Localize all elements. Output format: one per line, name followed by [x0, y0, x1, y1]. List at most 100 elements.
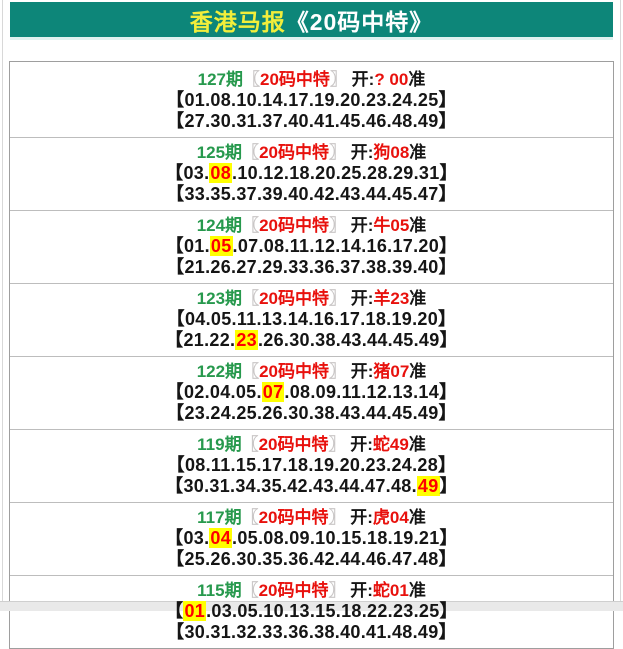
- result-value: 虎04: [372, 508, 409, 527]
- numbers-row: 【33.35.37.39.40.42.43.44.45.47】: [166, 184, 457, 204]
- accuracy-suffix: 准: [408, 581, 426, 600]
- result-value: ? 00: [374, 70, 409, 89]
- sections-container: 127期〖20码中特〗 开:? 00准 【01.08.10.14.17.19.20…: [10, 62, 613, 648]
- prediction-section: 122期〖20码中特〗 开:猪07准 【02.04.05.07.08.09.11.…: [10, 357, 613, 430]
- open-prefix: 开:: [346, 70, 375, 89]
- open-prefix: 开:: [345, 216, 374, 235]
- open-prefix: 开:: [345, 581, 373, 600]
- accuracy-suffix: 准: [409, 143, 427, 162]
- tag-label: 20码中特: [258, 435, 329, 454]
- open-prefix: 开:: [345, 289, 374, 308]
- highlighted-number: 08: [209, 163, 233, 183]
- tag-close-bracket: 〗: [328, 289, 346, 308]
- prediction-section: 119期〖20码中特〗 开:蛇49准 【08.11.15.17.18.19.20.…: [10, 430, 613, 503]
- section-heading: 123期〖20码中特〗 开:羊23准: [10, 288, 613, 309]
- section-heading: 127期〖20码中特〗 开:? 00准: [10, 69, 613, 90]
- accuracy-suffix: 准: [409, 216, 427, 235]
- tag-open-bracket: 〖: [242, 362, 260, 381]
- tag-label: 20码中特: [259, 289, 329, 308]
- accuracy-suffix: 准: [409, 362, 427, 381]
- result-value: 蛇49: [372, 435, 409, 454]
- highlighted-number: 49: [416, 476, 440, 496]
- period-label: 115期: [197, 581, 242, 600]
- section-heading: 124期〖20码中特〗 开:牛05准: [10, 215, 613, 236]
- open-prefix: 开:: [345, 508, 373, 527]
- numbers-row: 【03.04.05.08.09.10.15.18.19.21】: [165, 528, 458, 548]
- tag-label: 20码中特: [260, 70, 330, 89]
- highlighted-number: 01: [183, 601, 207, 621]
- accuracy-suffix: 准: [409, 289, 427, 308]
- section-heading: 115期〖20码中特〗 开:蛇01准: [10, 580, 613, 601]
- tag-label: 20码中特: [258, 581, 329, 600]
- numbers-row: 【30.31.34.35.42.43.44.47.48.49】: [165, 476, 458, 496]
- result-value: 狗08: [373, 143, 410, 162]
- tag-open-bracket: 〖: [241, 581, 259, 600]
- tag-label: 20码中特: [259, 216, 329, 235]
- numbers-row: 【21.22.23.26.30.38.43.44.45.49】: [165, 330, 458, 350]
- tag-close-bracket: 〗: [328, 362, 346, 381]
- accuracy-suffix: 准: [408, 70, 426, 89]
- section-heading: 117期〖20码中特〗 开:虎04准: [10, 507, 613, 528]
- period-label: 127期: [197, 70, 244, 89]
- section-heading: 119期〖20码中特〗 开:蛇49准: [10, 434, 613, 455]
- page-header: 香港马报 《20码中特》: [10, 2, 613, 40]
- numbers-row: 【01.08.10.14.17.19.20.23.24.25】: [166, 90, 457, 110]
- numbers-row: 【21.26.27.29.33.36.37.38.39.40】: [166, 257, 457, 277]
- page-bottom-strip: [0, 601, 623, 611]
- period-label: 117期: [197, 508, 242, 527]
- prediction-section: 117期〖20码中特〗 开:虎04准 【03.04.05.08.09.10.15.…: [10, 503, 613, 576]
- numbers-row: 【27.30.31.37.40.41.45.46.48.49】: [166, 111, 457, 131]
- numbers-row: 【23.24.25.26.30.38.43.44.45.49】: [166, 403, 457, 423]
- tag-open-bracket: 〖: [241, 435, 259, 454]
- highlighted-number: 07: [261, 382, 285, 402]
- open-prefix: 开:: [345, 435, 373, 454]
- highlighted-number: 04: [209, 528, 233, 548]
- open-prefix: 开:: [345, 362, 374, 381]
- result-value: 羊23: [373, 289, 410, 308]
- numbers-row: 【02.04.05.07.08.09.11.12.13.14】: [165, 382, 458, 402]
- prediction-section: 115期〖20码中特〗 开:蛇01准 【01.03.05.10.13.15.18.…: [10, 576, 613, 648]
- page-title-topic: 《20码中特》: [285, 8, 434, 35]
- prediction-section: 127期〖20码中特〗 开:? 00准 【01.08.10.14.17.19.20…: [10, 62, 613, 138]
- result-value: 猪07: [373, 362, 410, 381]
- tag-open-bracket: 〖: [243, 70, 261, 89]
- highlighted-number: 05: [209, 236, 233, 256]
- predictions-box: 127期〖20码中特〗 开:? 00准 【01.08.10.14.17.19.20…: [9, 61, 614, 649]
- accuracy-suffix: 准: [408, 508, 426, 527]
- tag-label: 20码中特: [258, 508, 329, 527]
- period-label: 119期: [197, 435, 242, 454]
- section-heading: 122期〖20码中特〗 开:猪07准: [10, 361, 613, 382]
- period-label: 123期: [196, 289, 243, 308]
- tag-close-bracket: 〗: [328, 581, 346, 600]
- numbers-row: 【01.05.07.08.11.12.14.16.17.20】: [165, 236, 458, 256]
- tag-close-bracket: 〗: [328, 435, 346, 454]
- tag-label: 20码中特: [259, 362, 329, 381]
- numbers-row: 【25.26.30.35.36.42.44.46.47.48】: [166, 549, 457, 569]
- numbers-row: 【30.31.32.33.36.38.40.41.48.49】: [166, 622, 457, 642]
- tag-open-bracket: 〖: [241, 508, 259, 527]
- prediction-section: 123期〖20码中特〗 开:羊23准 【04.05.11.13.14.16.17.…: [10, 284, 613, 357]
- tag-close-bracket: 〗: [328, 216, 346, 235]
- result-value: 牛05: [373, 216, 410, 235]
- tag-open-bracket: 〖: [242, 143, 260, 162]
- period-label: 125期: [196, 143, 243, 162]
- highlighted-number: 23: [235, 330, 258, 350]
- accuracy-suffix: 准: [408, 435, 426, 454]
- period-label: 122期: [196, 362, 243, 381]
- result-value: 蛇01: [372, 581, 409, 600]
- section-heading: 125期〖20码中特〗 开:狗08准: [10, 142, 613, 163]
- tag-close-bracket: 〗: [329, 70, 347, 89]
- prediction-section: 124期〖20码中特〗 开:牛05准 【01.05.07.08.11.12.14.…: [10, 211, 613, 284]
- open-prefix: 开:: [345, 143, 374, 162]
- tag-label: 20码中特: [259, 143, 329, 162]
- tag-open-bracket: 〖: [242, 216, 260, 235]
- numbers-row: 【08.11.15.17.18.19.20.23.24.28】: [166, 455, 457, 475]
- page-title-brand: 香港马报: [189, 8, 286, 35]
- period-label: 124期: [196, 216, 243, 235]
- tag-close-bracket: 〗: [328, 143, 346, 162]
- tag-close-bracket: 〗: [328, 508, 346, 527]
- tag-open-bracket: 〖: [242, 289, 260, 308]
- prediction-section: 125期〖20码中特〗 开:狗08准 【03.08.10.12.18.20.25.…: [10, 138, 613, 211]
- numbers-row: 【04.05.11.13.14.16.17.18.19.20】: [166, 309, 457, 329]
